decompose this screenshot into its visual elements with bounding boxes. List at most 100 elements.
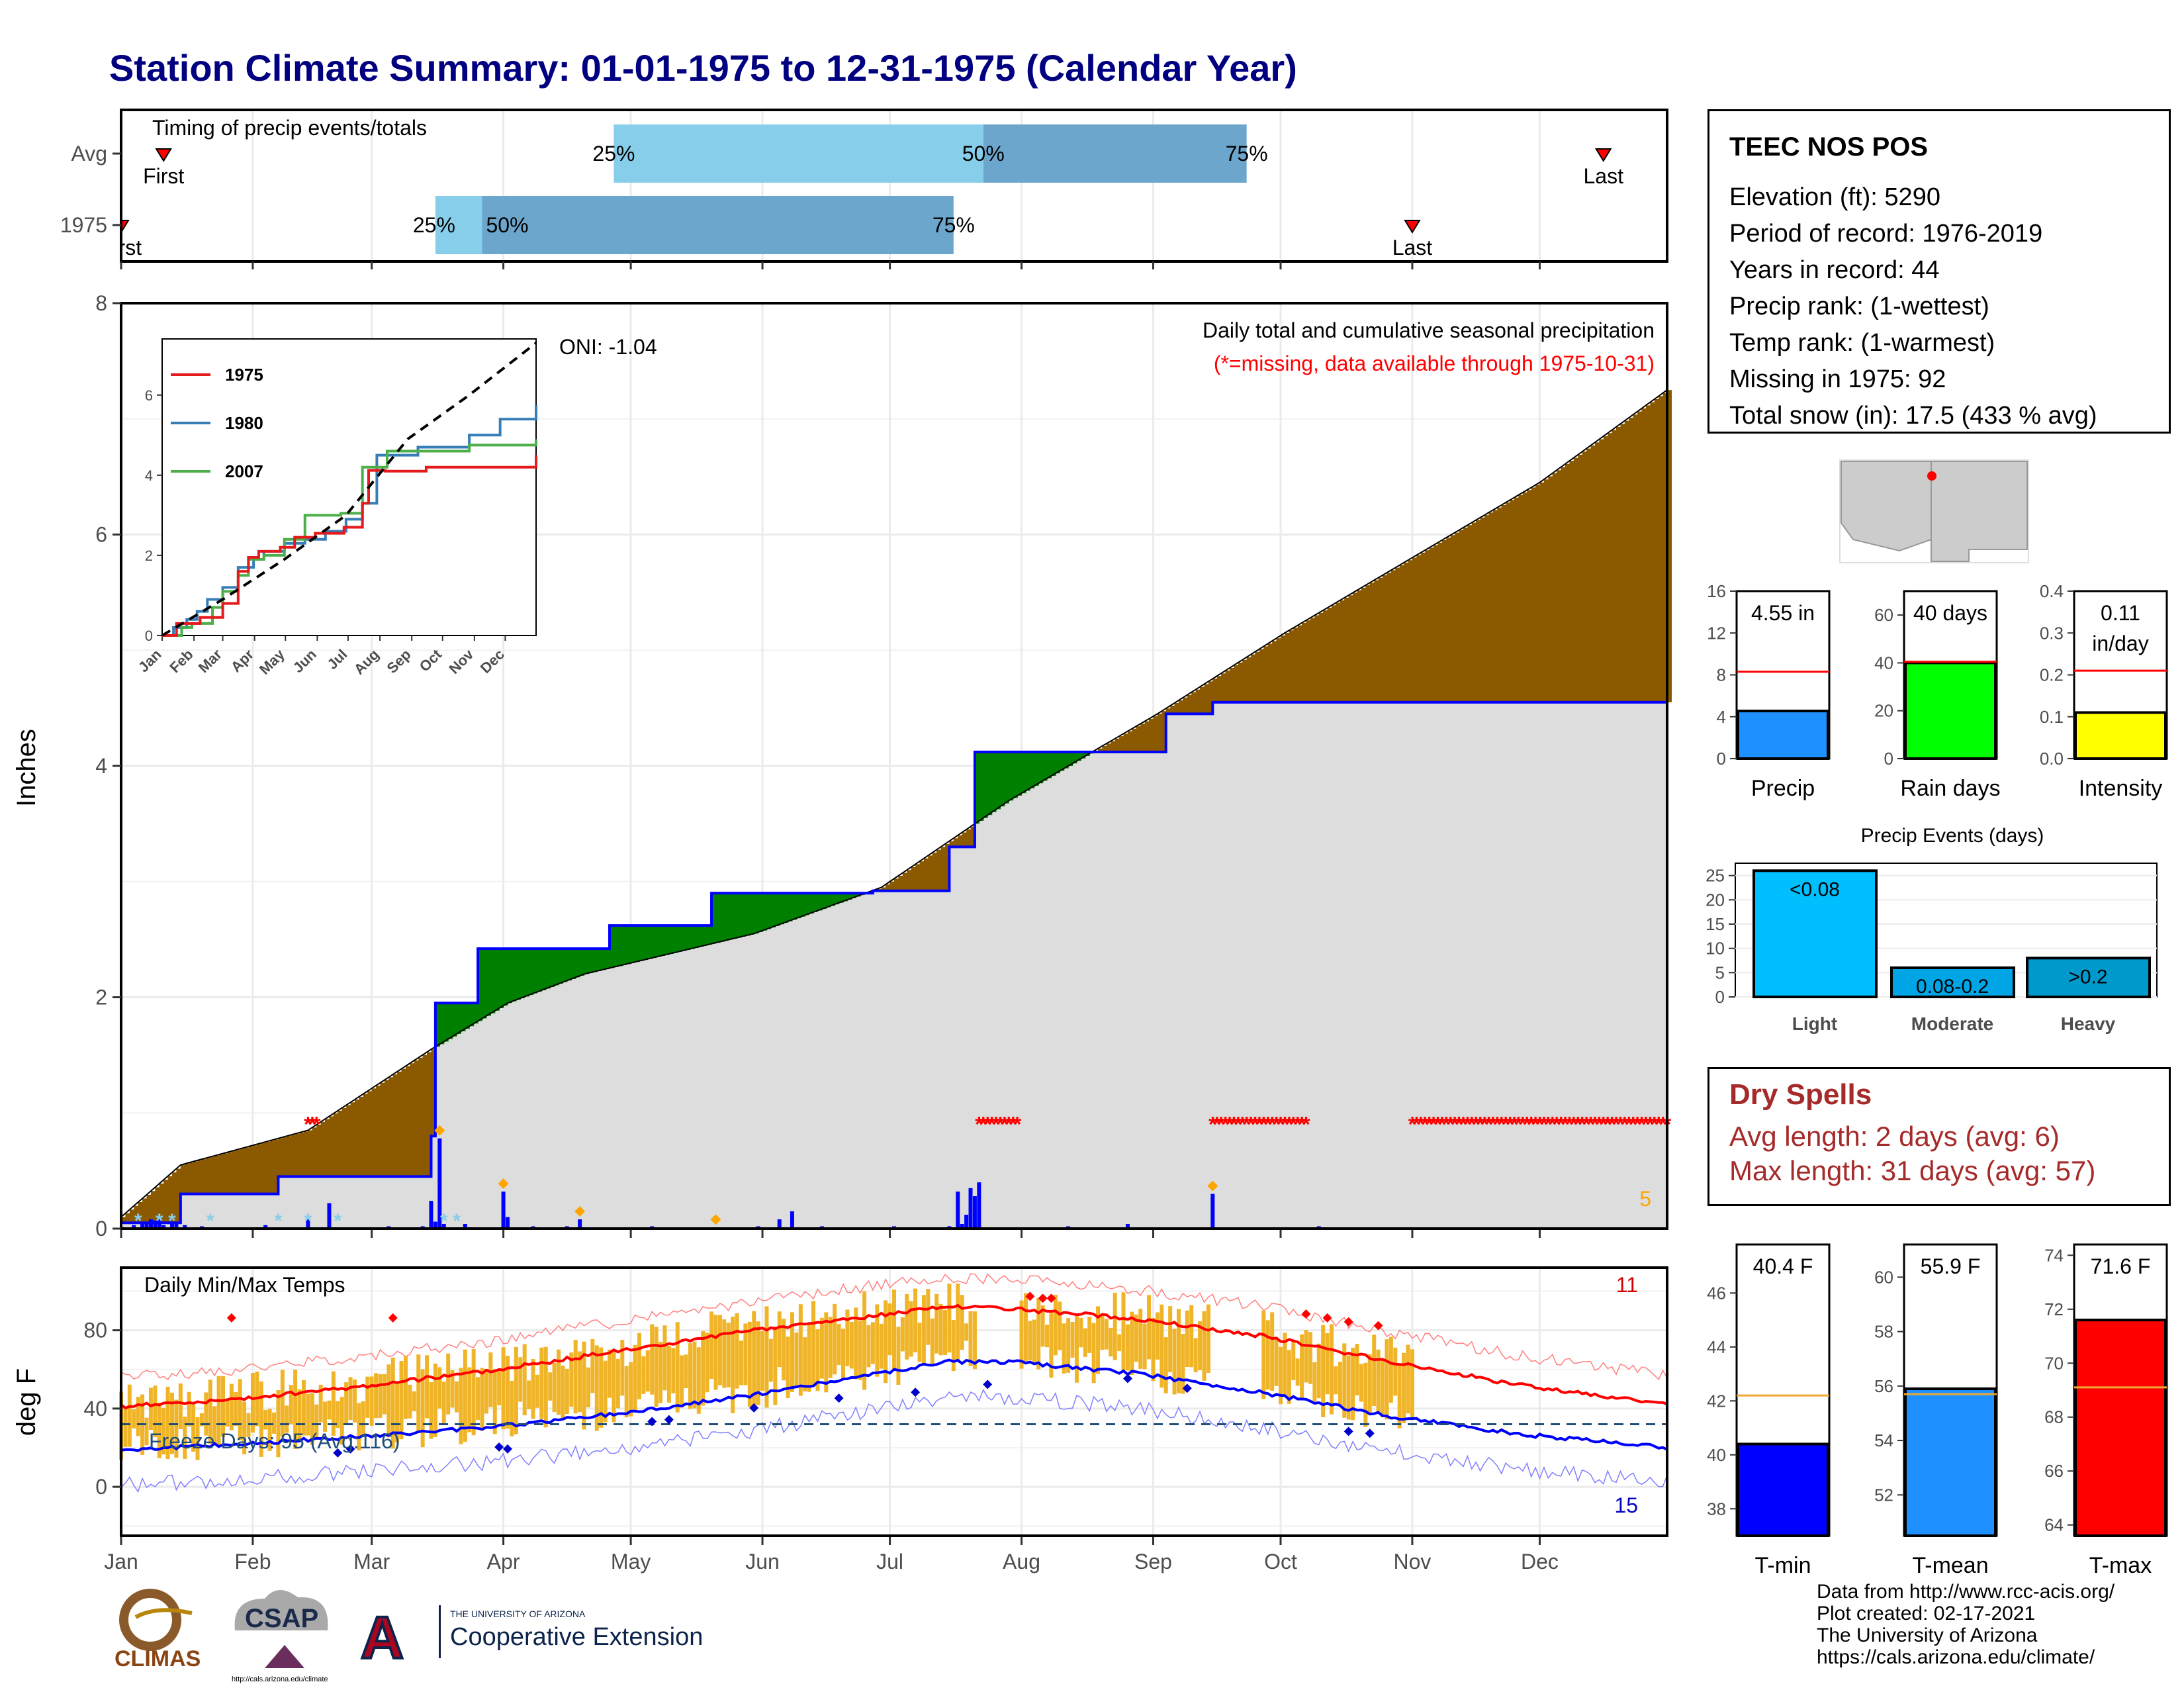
daily-precip-bar xyxy=(437,1138,442,1229)
timing-marker xyxy=(155,148,172,162)
daily-temp-bar xyxy=(187,1391,191,1427)
snow-marker: * xyxy=(453,1210,461,1232)
events-tick-label: 5 xyxy=(1715,962,1725,982)
daily-temp-bar xyxy=(629,1362,633,1417)
daily-temp-bar xyxy=(1295,1358,1300,1386)
daily-precip-bar xyxy=(157,1218,161,1229)
record-high-marker xyxy=(1301,1309,1311,1319)
daily-temp-bar xyxy=(195,1417,200,1460)
missing-day-marker: * xyxy=(1417,1112,1426,1136)
temp-summary-bars: 38 40 42 44 46 40.4 F T-min 52 54 56 58 60 55.9 F T-m… xyxy=(1707,1243,2168,1578)
daily-precip-bar xyxy=(327,1203,332,1229)
daily-temp-bar xyxy=(654,1327,659,1407)
ua-main-text: Cooperative Extension xyxy=(450,1623,703,1651)
daily-temp-bar xyxy=(263,1410,268,1430)
small-bar-tick-label: 54 xyxy=(1874,1430,1893,1450)
missing-day-marker: * xyxy=(1230,1112,1238,1136)
missing-day-marker: * xyxy=(1259,1112,1268,1136)
month-label: May xyxy=(611,1550,651,1573)
temp-y-tick-label: 0 xyxy=(95,1475,107,1499)
daily-temp-bar xyxy=(1402,1352,1406,1424)
daily-temp-bar xyxy=(743,1323,748,1385)
missing-day-marker: * xyxy=(1621,1112,1629,1136)
daily-precip-bar xyxy=(463,1224,467,1229)
percentile-label: 75% xyxy=(1226,142,1268,165)
extreme-precip-marker xyxy=(434,1125,445,1136)
summary-bars: 0 4 8 12 16 4.55 in Precip 0 20 40 60 40 days Rain d… xyxy=(1707,581,2168,801)
daily-temp-bar xyxy=(713,1315,718,1390)
temp-title: Daily Min/Max Temps xyxy=(144,1273,345,1297)
daily-temp-bar xyxy=(620,1340,625,1396)
daily-temp-bar xyxy=(862,1291,867,1390)
small-bar-tick-label: 0 xyxy=(1884,749,1893,769)
record-low-marker xyxy=(1182,1383,1192,1393)
snow-marker: * xyxy=(168,1210,176,1232)
daily-precip-bar xyxy=(501,1192,506,1229)
month-label: Nov xyxy=(1393,1550,1431,1573)
percentile-label: 75% xyxy=(933,213,975,237)
daily-temp-bar xyxy=(557,1349,561,1415)
daily-temp-bar xyxy=(144,1417,149,1446)
daily-precip-bar xyxy=(790,1211,794,1229)
daily-temp-bar xyxy=(527,1380,531,1409)
daily-temp-bar xyxy=(624,1366,629,1418)
record-high-marker xyxy=(1025,1291,1035,1301)
record-low-marker xyxy=(983,1380,993,1389)
daily-temp-bar xyxy=(603,1360,608,1423)
daily-temp-bar xyxy=(161,1407,166,1455)
daily-temp-bar xyxy=(1036,1297,1041,1370)
daily-temp-bar xyxy=(1138,1309,1143,1369)
daily-temp-bar xyxy=(153,1385,158,1438)
daily-temp-bar xyxy=(731,1317,735,1413)
timing-marker xyxy=(1594,148,1612,162)
daily-temp-bar xyxy=(956,1284,960,1360)
daily-temp-bar xyxy=(123,1406,128,1447)
daily-temp-bar xyxy=(183,1417,187,1460)
record-high-marker xyxy=(1046,1293,1056,1303)
daily-temp-bar xyxy=(276,1389,281,1458)
small-bar-tick-label: 40 xyxy=(1707,1445,1726,1465)
temp-y-axis: 0 40 80 xyxy=(83,1319,121,1499)
station-temp-rank: Temp rank: (1-warmest) xyxy=(1729,329,1995,357)
daily-temp-bar xyxy=(1283,1333,1287,1397)
daily-temp-bar xyxy=(768,1338,773,1382)
page-title: Station Climate Summary: 01-01-1975 to 1… xyxy=(109,47,1297,89)
daily-temp-bar xyxy=(947,1284,952,1353)
daily-temp-bar xyxy=(896,1327,901,1385)
daily-temp-bar xyxy=(1346,1355,1351,1420)
small-bar-category: T-mean xyxy=(1912,1553,1988,1578)
missing-day-marker: * xyxy=(1463,1112,1472,1136)
small-bar-category: Rain days xyxy=(1900,776,2000,801)
daily-temp-bar xyxy=(1028,1321,1032,1360)
record-low-marker xyxy=(503,1444,512,1454)
missing-day-marker: * xyxy=(1217,1112,1226,1136)
missing-day-marker: * xyxy=(1412,1112,1421,1136)
small-bar-tick-label: 0.3 xyxy=(2040,623,2064,643)
daily-temp-bar xyxy=(633,1344,637,1411)
missing-day-marker: * xyxy=(1637,1112,1646,1136)
daily-temp-bar xyxy=(285,1405,289,1433)
daily-temp-bar xyxy=(1079,1317,1083,1348)
missing-day-marker: * xyxy=(1264,1112,1273,1136)
small-bar-value-label: 40 days xyxy=(1913,601,1987,625)
daily-temp-bar xyxy=(938,1303,943,1356)
daily-temp-bar xyxy=(480,1368,484,1431)
daily-temp-bar xyxy=(1367,1354,1372,1413)
daily-temp-bar xyxy=(1261,1310,1266,1399)
daily-temp-bar xyxy=(1304,1330,1308,1383)
daily-temp-bar xyxy=(272,1412,277,1434)
daily-temp-bar xyxy=(1385,1339,1389,1420)
oni-label: ONI: -1.04 xyxy=(559,335,657,359)
climas-logo: CLIMAS xyxy=(114,1589,201,1671)
daily-temp-bar xyxy=(1274,1337,1279,1386)
month-label: Feb xyxy=(234,1550,271,1573)
daily-temp-bar xyxy=(1185,1310,1189,1367)
daily-temp-bar xyxy=(1334,1366,1338,1395)
observed-above-avg-area xyxy=(435,752,1095,1047)
small-bar-tick-label: 52 xyxy=(1874,1485,1893,1505)
timing-marker-label: Last xyxy=(1583,164,1623,188)
daily-precip-bar xyxy=(144,1221,149,1229)
small-bar-value-label: 55.9 F xyxy=(1921,1254,1981,1278)
daily-precip-bars: * * * * * * * * * xyxy=(132,1125,1381,1232)
